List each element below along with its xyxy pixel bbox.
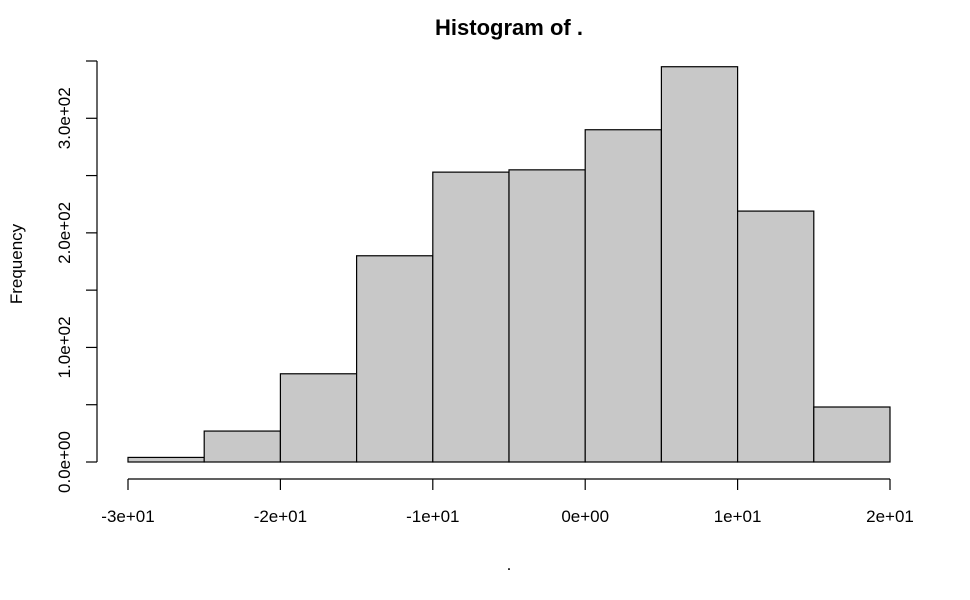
y-axis-label: Frequency [7, 223, 26, 304]
chart-title: Histogram of . [435, 15, 583, 40]
histogram-bar-5 [508, 169, 586, 463]
histogram-bar-9 [813, 406, 891, 463]
x-axis-label: . [507, 555, 512, 574]
histogram-bar-7 [660, 66, 739, 463]
y-tick-label-6: 3.0e+02 [55, 87, 74, 149]
x-tick-label-5: 2e+01 [866, 507, 914, 526]
y-tick-label-2: 1.0e+02 [55, 316, 74, 378]
histogram-bar-1 [203, 430, 281, 463]
histogram-bar-3 [356, 255, 434, 463]
histogram-bars [127, 66, 891, 463]
x-tick-label-3: 0e+00 [561, 507, 609, 526]
y-tick-label-4: 2.0e+02 [55, 202, 74, 264]
histogram-bar-2 [279, 373, 358, 463]
x-tick-label-1: -2e+01 [254, 507, 307, 526]
histogram-bar-6 [584, 129, 663, 463]
y-tick-label-0: 0.0e+00 [55, 431, 74, 493]
histogram-bar-0 [127, 456, 205, 463]
histogram-bar-8 [736, 210, 815, 463]
y-axis: 0.0e+00 1.0e+02 2.0e+02 3.0e+02 [55, 60, 98, 493]
x-tick-label-0: -3e+01 [101, 507, 154, 526]
histogram-bar-4 [432, 171, 510, 463]
x-axis: -3e+01 -2e+01 -1e+01 0e+00 1e+01 2e+01 [101, 478, 914, 526]
x-tick-label-4: 1e+01 [714, 507, 762, 526]
x-tick-label-2: -1e+01 [406, 507, 459, 526]
